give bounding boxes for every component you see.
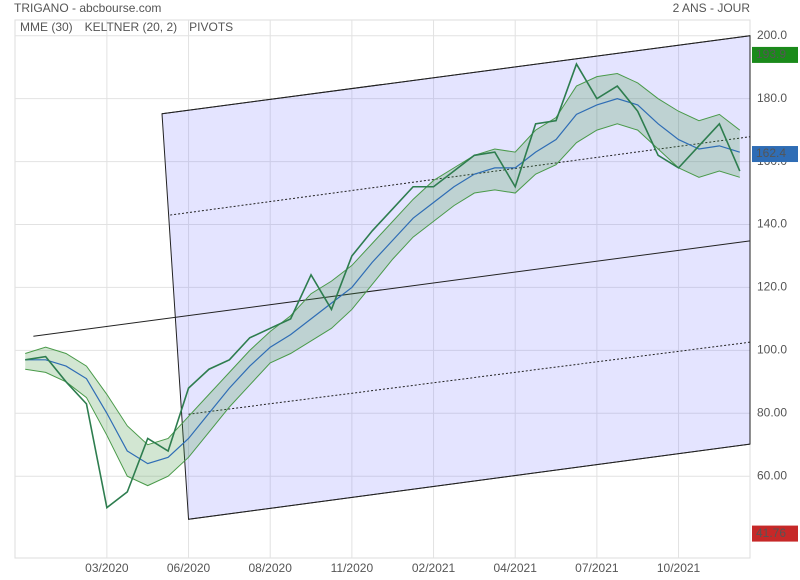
pivot-line xyxy=(161,35,751,115)
y-tick-label: 60.00 xyxy=(757,468,787,482)
y-tick-label: 120.0 xyxy=(757,280,787,294)
x-tick-label: 10/2021 xyxy=(657,561,701,575)
price-badge-label: 41.76 xyxy=(756,526,786,540)
mme-line xyxy=(25,98,740,465)
price-badge xyxy=(752,146,798,163)
x-tick-label: 11/2020 xyxy=(331,561,374,575)
price-badge-label: 193.9 xyxy=(756,47,786,61)
y-tick-label: 80.00 xyxy=(757,405,787,419)
pivot-line xyxy=(33,240,751,337)
y-tick-label: 140.0 xyxy=(757,217,787,231)
price-badge xyxy=(752,525,798,542)
x-tick-label: 06/2020 xyxy=(167,561,211,575)
x-tick-label: 03/2020 xyxy=(85,561,129,575)
price-badge xyxy=(752,46,798,63)
price-badge-label: 162.4 xyxy=(756,146,786,160)
pivot-line xyxy=(170,136,751,216)
legend-entry: PIVOTS xyxy=(189,20,233,34)
plot-frame xyxy=(14,19,751,559)
x-tick-label: 07/2021 xyxy=(575,561,619,575)
x-tick-label: 02/2021 xyxy=(412,561,456,575)
price-line xyxy=(25,62,741,510)
y-tick-label: 100.0 xyxy=(757,343,787,357)
y-tick-label: 200.0 xyxy=(757,28,787,42)
chart-title: TRIGANO - abcbourse.com xyxy=(14,1,161,15)
period: 2 ANS - JOUR xyxy=(673,1,751,15)
keltner-fill xyxy=(25,73,740,486)
legend-entry: KELTNER (20, 2) xyxy=(85,20,177,34)
keltner-upper xyxy=(25,72,741,446)
y-tick-label: 180.0 xyxy=(757,91,787,105)
x-tick-label: 08/2020 xyxy=(249,561,293,575)
x-tick-label: 04/2021 xyxy=(494,561,538,575)
pivot-line xyxy=(188,443,751,520)
legend-entry: MME (30) xyxy=(20,20,73,34)
keltner-lower xyxy=(25,123,740,487)
